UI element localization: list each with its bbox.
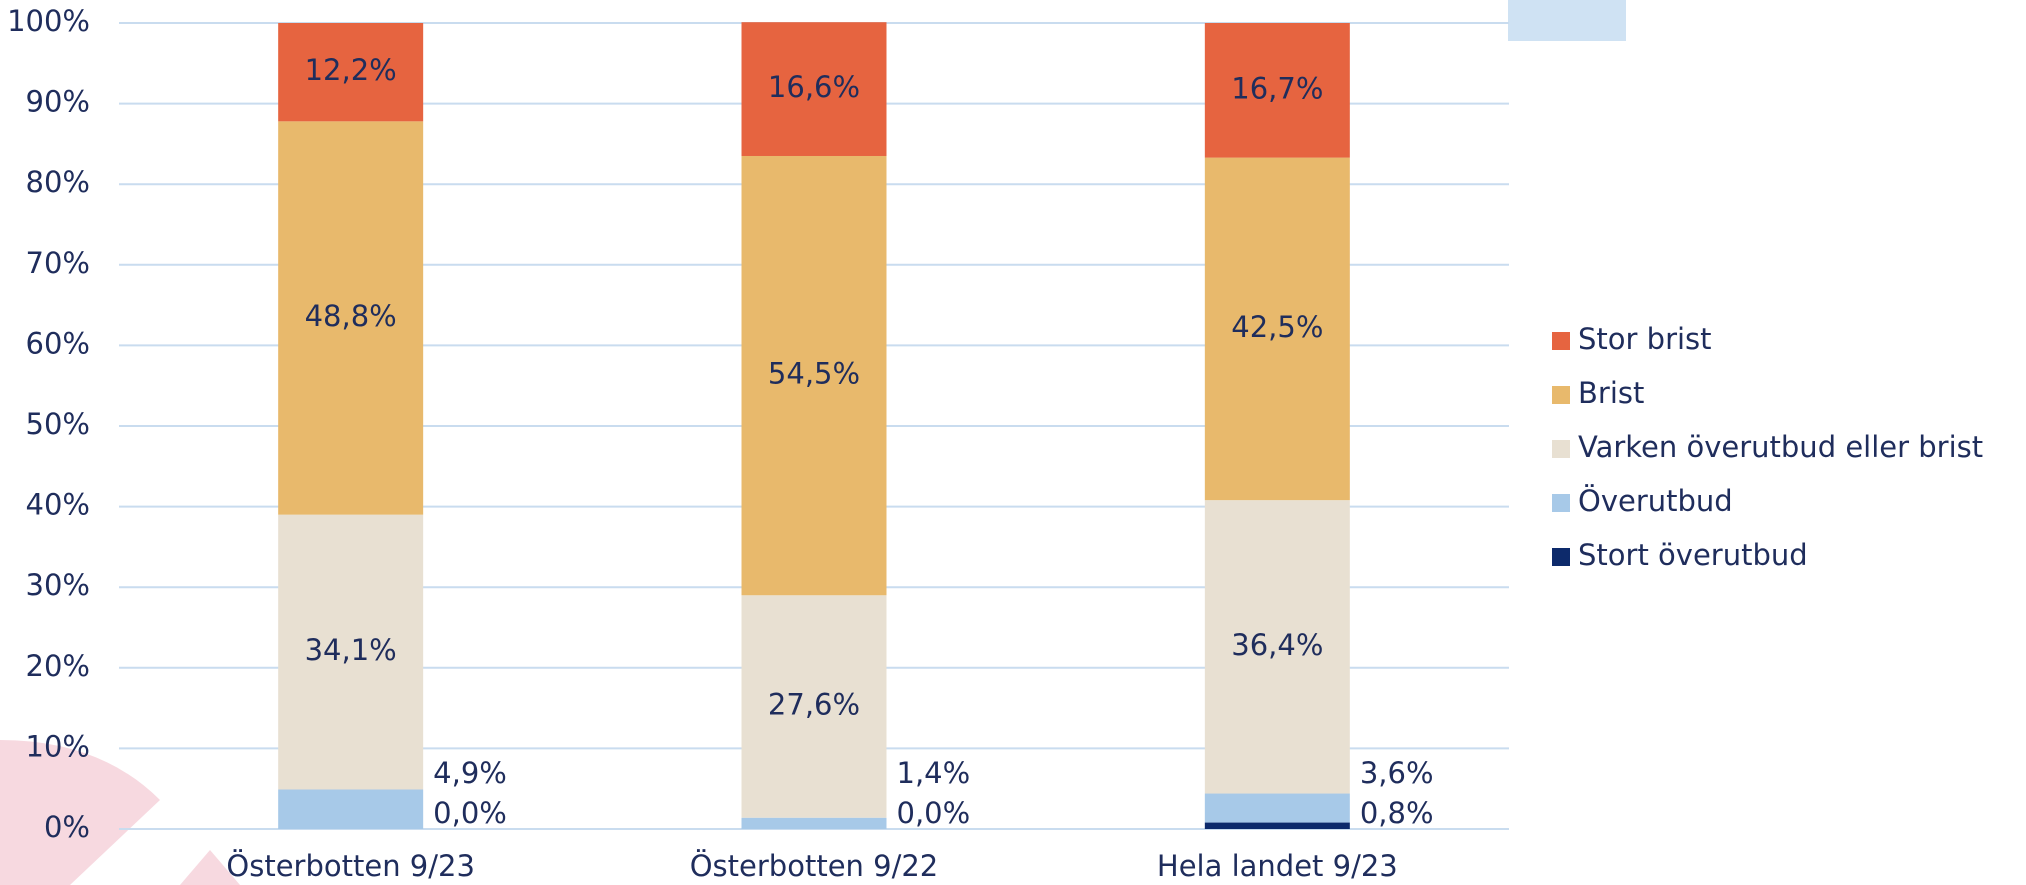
data-label: 0,0%: [433, 796, 507, 830]
data-label: 34,1%: [305, 633, 397, 667]
data-label: 0,0%: [897, 796, 971, 830]
x-tick-label: Österbotten 9/23: [226, 849, 475, 883]
data-label: 42,5%: [1231, 310, 1323, 344]
legend-label: Stort överutbud: [1578, 538, 1808, 572]
decor-shape: [180, 850, 240, 885]
legend-swatch: [1552, 386, 1570, 404]
data-label: 54,5%: [768, 357, 860, 391]
data-label: 36,4%: [1231, 628, 1323, 662]
y-tick-label: 40%: [26, 488, 90, 522]
bar-segment: [741, 22, 887, 156]
bar-segment: [1204, 23, 1350, 158]
y-tick-label: 60%: [26, 326, 90, 360]
bar-segment: [278, 23, 424, 122]
bar-segment: [1204, 500, 1350, 794]
bar-segment: [278, 514, 424, 790]
y-tick-label: 80%: [26, 165, 90, 199]
decor-shape: [0, 740, 160, 885]
y-tick-label: 30%: [26, 568, 90, 602]
bar-segment: [741, 595, 887, 818]
y-tick-label: 50%: [26, 407, 90, 441]
x-tick-label: Hela landet 9/23: [1157, 849, 1398, 883]
legend-swatch: [1552, 548, 1570, 566]
data-label: 3,6%: [1360, 756, 1434, 790]
bar-segment: [278, 789, 424, 829]
bar-segment: [1204, 793, 1350, 823]
y-tick-label: 100%: [7, 4, 90, 38]
bar-segment: [278, 121, 424, 515]
legend-label: Brist: [1578, 376, 1644, 410]
data-label: 12,2%: [305, 53, 397, 87]
data-label: 16,6%: [768, 70, 860, 104]
data-label: 0,8%: [1360, 796, 1434, 830]
legend-swatch: [1552, 332, 1570, 350]
data-label: 48,8%: [305, 299, 397, 333]
bar-segment: [741, 155, 887, 596]
y-tick-label: 20%: [26, 649, 90, 683]
bar-segment: [741, 817, 887, 829]
bar-segment: [1204, 822, 1350, 829]
data-label: 27,6%: [768, 687, 860, 721]
legend-label: Överutbud: [1578, 484, 1733, 518]
y-tick-label: 90%: [26, 85, 90, 119]
bar-segment: [1204, 157, 1350, 501]
x-tick-label: Österbotten 9/22: [690, 849, 939, 883]
data-label: 4,9%: [433, 756, 507, 790]
data-label: 16,7%: [1231, 71, 1323, 105]
decor-rect: [1508, 0, 1626, 41]
legend-label: Stor brist: [1578, 322, 1712, 356]
legend-swatch: [1552, 494, 1570, 512]
y-tick-label: 70%: [26, 246, 90, 280]
y-tick-label: 0%: [44, 810, 90, 844]
y-tick-label: 10%: [26, 729, 90, 763]
legend-label: Varken överutbud eller brist: [1578, 430, 1983, 464]
legend-swatch: [1552, 440, 1570, 458]
data-label: 1,4%: [897, 756, 971, 790]
